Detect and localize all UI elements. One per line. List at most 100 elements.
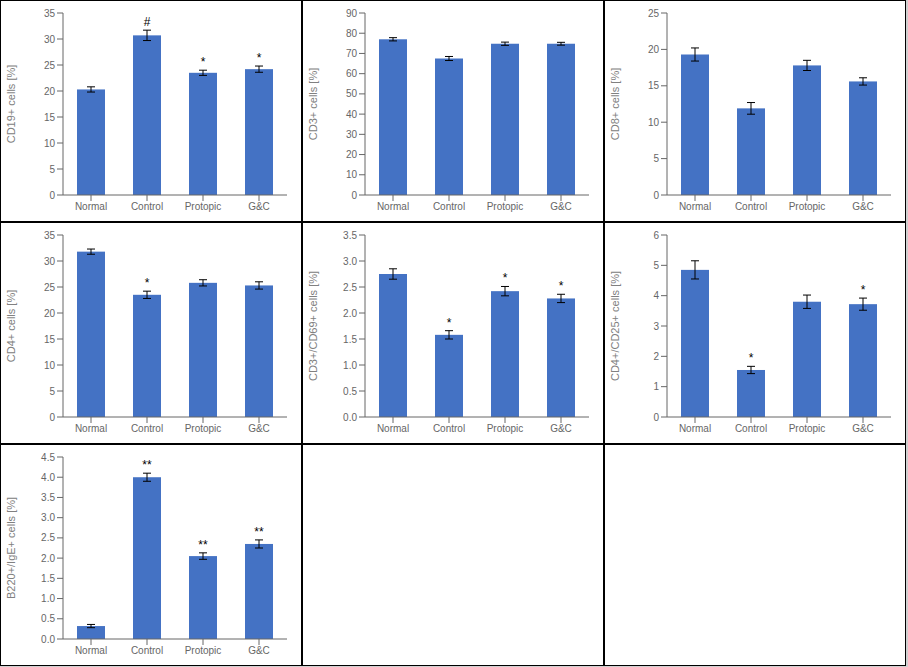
svg-text:G&C: G&C <box>550 423 572 434</box>
svg-text:Normal: Normal <box>75 201 107 212</box>
svg-text:5: 5 <box>653 260 659 271</box>
svg-text:15: 15 <box>648 80 660 91</box>
svg-text:G&C: G&C <box>248 645 270 656</box>
svg-text:CD19+ cells [%]: CD19+ cells [%] <box>8 65 17 144</box>
svg-text:Control: Control <box>131 201 163 212</box>
svg-text:30: 30 <box>44 34 56 45</box>
svg-text:0: 0 <box>653 190 659 201</box>
svg-text:**: ** <box>198 538 208 552</box>
svg-text:Protopic: Protopic <box>487 423 524 434</box>
svg-text:30: 30 <box>346 129 358 140</box>
svg-text:G&C: G&C <box>248 201 270 212</box>
svg-text:20: 20 <box>346 149 358 160</box>
svg-text:*: * <box>861 283 866 297</box>
svg-text:4.5: 4.5 <box>41 452 55 463</box>
svg-text:20: 20 <box>44 308 56 319</box>
svg-text:10: 10 <box>44 138 56 149</box>
svg-text:2.5: 2.5 <box>343 282 357 293</box>
svg-text:Protopic: Protopic <box>185 645 222 656</box>
svg-text:20: 20 <box>648 44 660 55</box>
svg-text:2.0: 2.0 <box>41 553 55 564</box>
svg-text:CD4+ cells [%]: CD4+ cells [%] <box>8 290 17 362</box>
svg-text:Protopic: Protopic <box>487 201 524 212</box>
svg-text:10: 10 <box>648 117 660 128</box>
svg-text:*: * <box>447 316 452 330</box>
svg-text:30: 30 <box>44 256 56 267</box>
svg-text:3.5: 3.5 <box>343 230 357 241</box>
svg-text:2.5: 2.5 <box>41 532 55 543</box>
svg-text:*: * <box>503 271 508 285</box>
svg-text:3.0: 3.0 <box>343 256 357 267</box>
svg-text:35: 35 <box>44 230 56 241</box>
svg-text:CD3+ cells [%]: CD3+ cells [%] <box>307 68 319 140</box>
svg-text:Control: Control <box>131 423 163 434</box>
svg-text:90: 90 <box>346 8 358 19</box>
svg-text:5: 5 <box>653 153 659 164</box>
svg-text:0: 0 <box>49 190 55 201</box>
svg-text:35: 35 <box>44 8 56 19</box>
svg-text:1.5: 1.5 <box>343 334 357 345</box>
svg-text:Protopic: Protopic <box>789 423 826 434</box>
svg-text:15: 15 <box>44 112 56 123</box>
svg-text:**: ** <box>142 458 152 472</box>
svg-text:40: 40 <box>346 109 358 120</box>
svg-text:Protopic: Protopic <box>185 201 222 212</box>
svg-text:4.0: 4.0 <box>41 472 55 483</box>
svg-text:G&C: G&C <box>852 201 874 212</box>
svg-text:80: 80 <box>346 28 358 39</box>
svg-text:0.5: 0.5 <box>343 386 357 397</box>
svg-text:*: * <box>749 351 754 365</box>
svg-text:50: 50 <box>346 88 358 99</box>
svg-text:CD3+/CD69+ cells [%]: CD3+/CD69+ cells [%] <box>307 271 319 381</box>
svg-text:*: * <box>559 279 564 293</box>
svg-text:*: * <box>145 276 150 290</box>
svg-text:15: 15 <box>44 334 56 345</box>
svg-text:Control: Control <box>433 423 465 434</box>
svg-text:Protopic: Protopic <box>789 201 826 212</box>
svg-text:1.5: 1.5 <box>41 573 55 584</box>
svg-text:1.0: 1.0 <box>343 360 357 371</box>
svg-text:10: 10 <box>346 169 358 180</box>
svg-text:1.0: 1.0 <box>41 593 55 604</box>
svg-text:Normal: Normal <box>679 201 711 212</box>
svg-text:*: * <box>201 55 206 69</box>
svg-text:**: ** <box>254 525 264 539</box>
svg-text:Control: Control <box>131 645 163 656</box>
svg-text:4: 4 <box>653 290 659 301</box>
svg-text:Normal: Normal <box>75 645 107 656</box>
svg-text:2.0: 2.0 <box>343 308 357 319</box>
svg-text:3: 3 <box>653 321 659 332</box>
svg-text:70: 70 <box>346 48 358 59</box>
svg-text:0.0: 0.0 <box>343 412 357 423</box>
svg-text:0.0: 0.0 <box>41 634 55 645</box>
svg-text:Normal: Normal <box>377 201 409 212</box>
svg-text:20: 20 <box>44 86 56 97</box>
svg-text:10: 10 <box>44 360 56 371</box>
svg-text:5: 5 <box>49 164 55 175</box>
svg-text:3.0: 3.0 <box>41 512 55 523</box>
svg-text:#: # <box>144 15 151 29</box>
svg-text:1: 1 <box>653 381 659 392</box>
svg-text:G&C: G&C <box>852 423 874 434</box>
svg-text:Protopic: Protopic <box>185 423 222 434</box>
svg-text:3.5: 3.5 <box>41 492 55 503</box>
svg-text:2: 2 <box>653 351 659 362</box>
svg-text:0.5: 0.5 <box>41 613 55 624</box>
svg-text:CD4+/CD25+ cells [%]: CD4+/CD25+ cells [%] <box>609 271 621 381</box>
svg-text:5: 5 <box>49 386 55 397</box>
svg-text:G&C: G&C <box>550 201 572 212</box>
svg-text:25: 25 <box>44 60 56 71</box>
svg-text:B220+/IgE+ cells [%]: B220+/IgE+ cells [%] <box>8 497 17 599</box>
svg-text:25: 25 <box>648 8 660 19</box>
svg-text:0: 0 <box>653 412 659 423</box>
svg-text:Control: Control <box>735 423 767 434</box>
svg-text:Normal: Normal <box>75 423 107 434</box>
svg-text:25: 25 <box>44 282 56 293</box>
svg-text:CD8+ cells [%]: CD8+ cells [%] <box>609 68 621 140</box>
svg-text:0: 0 <box>49 412 55 423</box>
svg-text:0: 0 <box>351 190 357 201</box>
svg-text:G&C: G&C <box>248 423 270 434</box>
svg-text:6: 6 <box>653 230 659 241</box>
svg-text:Normal: Normal <box>679 423 711 434</box>
svg-text:Normal: Normal <box>377 423 409 434</box>
